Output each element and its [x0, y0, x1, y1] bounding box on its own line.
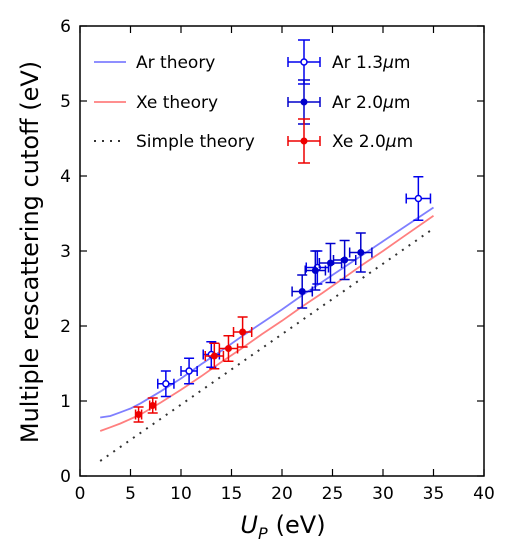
legend-label-unit-suffix: m [394, 53, 411, 73]
x-tick-label: 5 [125, 484, 136, 504]
legend-label-unit-symbol: μ [382, 93, 394, 113]
x-tick-label: 40 [473, 484, 495, 504]
legend-label-main: Ar 1.3 [332, 53, 383, 73]
series-ar-2-0-m-point [348, 232, 373, 273]
y-tick-label: 1 [60, 392, 71, 412]
x-axis-label-subscript: P [258, 524, 268, 543]
legend-marker [300, 137, 308, 145]
legend-label-main: Xe 2.0 [332, 132, 386, 152]
x-tick-label: 0 [75, 484, 86, 504]
series-ar-2-0-m-point [332, 239, 357, 281]
x-tick-label: 20 [271, 484, 293, 504]
data-marker [326, 259, 334, 267]
series-xe-2-0-m-point [232, 316, 253, 348]
legend-label-main: Ar 2.0 [332, 93, 383, 113]
data-marker [341, 256, 349, 264]
legend-marker [300, 98, 308, 106]
legend-marker [300, 58, 308, 66]
y-tick-label: 0 [60, 467, 71, 487]
line-xe-theory [99, 215, 435, 432]
legend-swatch-xe-2-0-m [287, 118, 321, 164]
legend-label-unit-suffix: m [397, 132, 414, 152]
plot-elements [99, 176, 435, 462]
data-marker [135, 411, 143, 418]
legend-label-unit-symbol: μ [382, 53, 394, 73]
legend-swatch-ar-2-0-m [287, 79, 321, 125]
line-ar-theory [100, 206, 435, 419]
series-xe-2-0-m-point [218, 335, 239, 362]
series-xe-2-0-m-point [147, 397, 158, 414]
line-simple-theory [99, 227, 435, 462]
series-xe-2-0-m-point [204, 342, 225, 370]
x-axis-label-symbol: U [240, 511, 258, 539]
data-marker [357, 249, 365, 256]
data-marker [224, 345, 232, 352]
data-marker [185, 367, 193, 375]
legend-label-ar-2-0-m: Ar 2.0μm [332, 93, 410, 113]
x-axis-label-unit: (eV) [276, 511, 326, 539]
legend-label-ar-theory: Ar theory [136, 53, 215, 73]
data-marker [239, 328, 247, 336]
legend-label-simple-theory: Simple theory [136, 132, 255, 152]
y-axis-label: Multiple rescattering cutoff (eV) [16, 61, 44, 443]
axis-ticks: 0 5 10 15 20 25 30 35 40 0 1 2 3 4 5 6 [60, 17, 495, 504]
x-tick-label: 15 [221, 484, 243, 504]
y-tick-label: 3 [60, 242, 71, 262]
series-ar-2-0-m-point [291, 274, 314, 309]
x-axis-label: UP (eV) [240, 511, 325, 543]
y-tick-label: 4 [60, 167, 71, 187]
legend-label-ar-1-3-m: Ar 1.3μm [332, 53, 410, 73]
series-ar-2-0-m-point [318, 242, 343, 284]
legend-label-unit-symbol: μ [385, 132, 397, 152]
series-ar-1-3-m-point [405, 176, 432, 221]
legend-swatch-ar-1-3-m [287, 39, 321, 85]
y-tick-label: 2 [60, 317, 71, 337]
data-marker [414, 194, 423, 203]
data-marker [298, 288, 306, 295]
series-ar-2-0-m-point [304, 250, 327, 291]
y-tick-label: 6 [60, 17, 71, 37]
legend-label-xe-theory: Xe theory [136, 93, 218, 113]
series-xe-2-0-m-point [133, 406, 144, 423]
x-tick-label: 10 [170, 484, 192, 504]
data-marker [162, 380, 170, 388]
data-marker [149, 402, 157, 409]
x-tick-label: 35 [423, 484, 445, 504]
data-marker [210, 352, 218, 360]
series-ar-1-3-m-point [157, 370, 175, 398]
legend-label-unit-suffix: m [394, 93, 411, 113]
data-marker [311, 267, 319, 274]
series-ar-1-3-m-point [180, 357, 198, 385]
y-tick-label: 5 [60, 92, 71, 112]
legend-label-xe-2-0-m: Xe 2.0μm [332, 132, 413, 152]
x-tick-label: 25 [322, 484, 344, 504]
x-tick-label: 30 [372, 484, 394, 504]
